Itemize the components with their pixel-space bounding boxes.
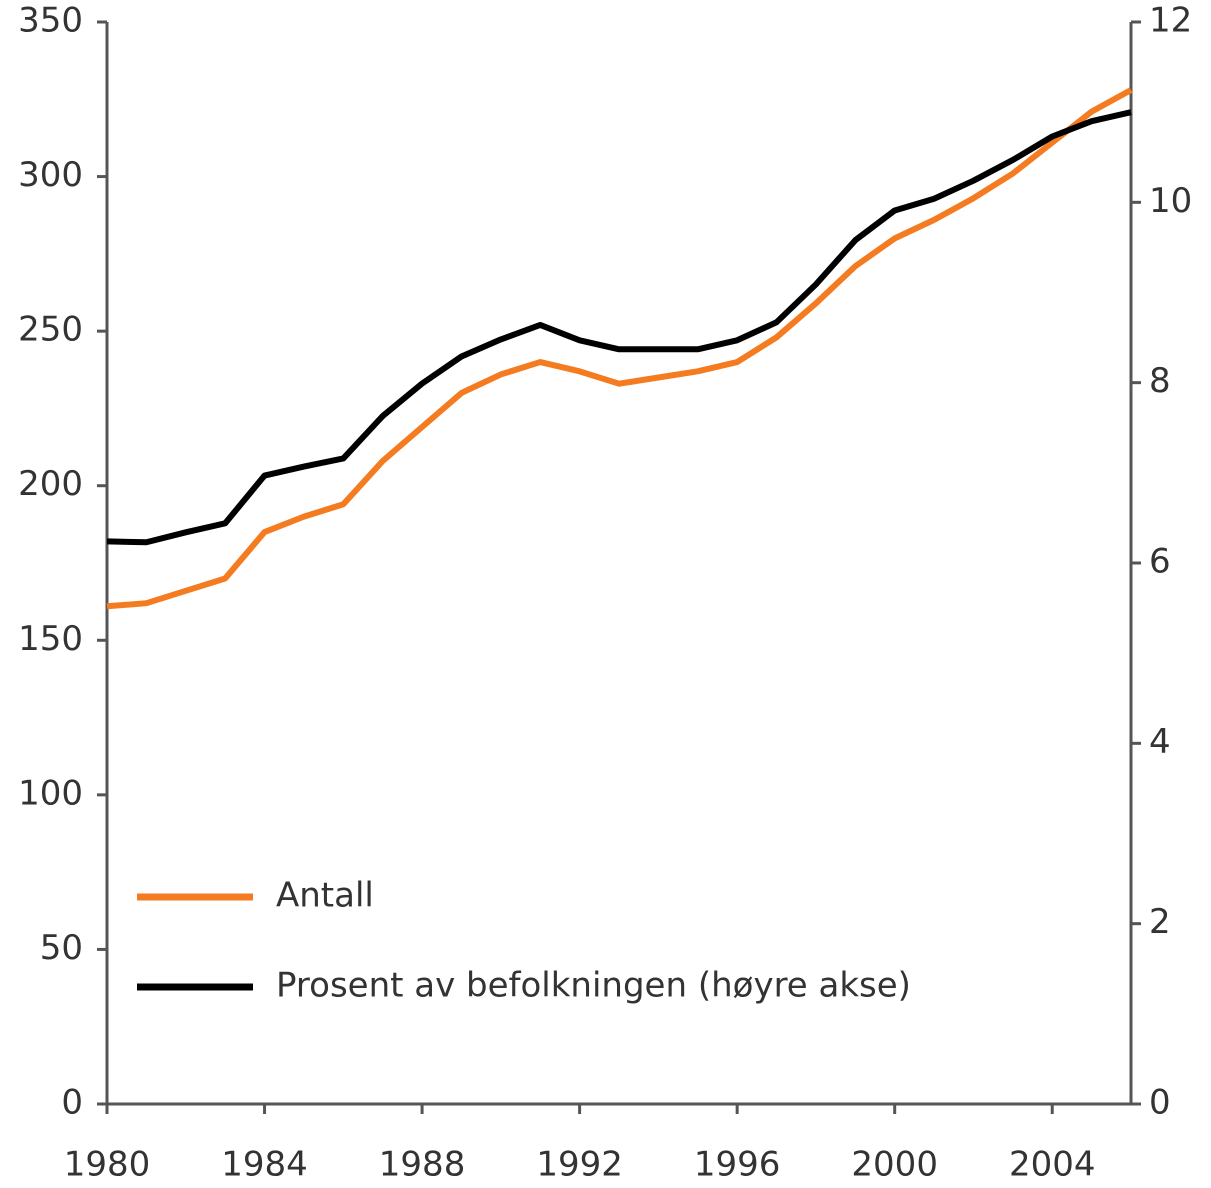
legend-label: Prosent av befolkningen (høyre akse) [276,966,911,1006]
x-tick-label: 2004 [1009,1145,1096,1185]
x-tick-label: 1984 [221,1145,308,1185]
y2-tick-label: 2 [1149,902,1171,942]
legend-label: Antall [276,876,374,916]
y2-tick-label: 12 [1149,1,1192,41]
y-tick-label: 50 [40,928,83,968]
line-series [106,109,1132,546]
y-tick-label: 250 [18,310,83,350]
x-tick-label: 1988 [379,1145,466,1185]
x-tick-label: 1980 [64,1145,151,1185]
line-series [106,87,1133,610]
y-tick-label: 0 [61,1083,83,1123]
y2-tick-label: 10 [1149,181,1192,221]
x-tick-label: 1992 [536,1145,623,1185]
x-tick-label: 2000 [851,1145,938,1185]
y2-tick-label: 8 [1149,361,1171,401]
y2-tick-label: 6 [1149,542,1171,582]
y2-tick-label: 4 [1149,722,1171,762]
y-tick-label: 300 [18,155,83,195]
y-tick-label: 100 [18,773,83,813]
y-tick-label: 200 [18,464,83,504]
y-tick-label: 150 [18,619,83,659]
x-tick-label: 1996 [694,1145,781,1185]
y-tick-label: 350 [18,1,83,41]
y2-tick-label: 0 [1149,1083,1171,1123]
